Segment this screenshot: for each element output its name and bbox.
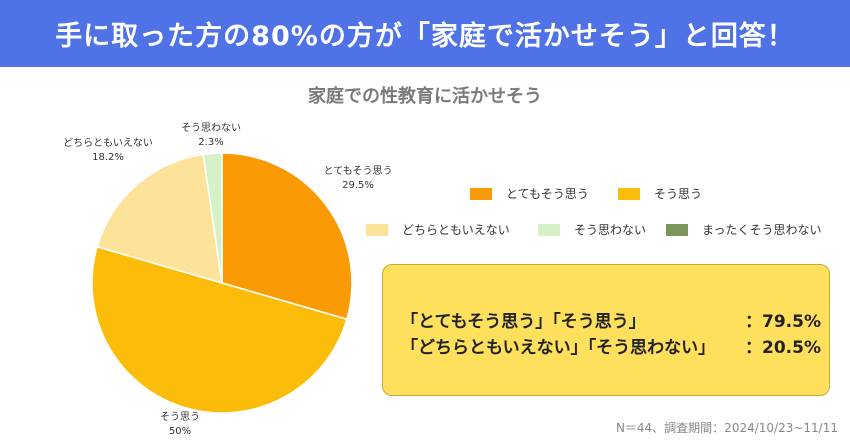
header-banner: 手に取った方の80%の方が「家庭で活かせそう」と回答！ — [0, 0, 850, 67]
legend-item-agree: そう思う — [618, 185, 702, 202]
summary-value: ：20.5% — [745, 338, 821, 358]
banner-title: 手に取った方の80%の方が「家庭で活かせそう」と回答！ — [55, 21, 795, 52]
slice-label: どちらともいえない — [63, 137, 153, 149]
pie-slice — [91, 245, 348, 414]
summary-label: 「とてもそう思う」「そう思う」 — [401, 312, 646, 332]
slice-label: そう思わない — [181, 122, 241, 134]
legend-swatch — [618, 187, 640, 200]
legend-label: とてもそう思う — [506, 187, 589, 201]
summary-label: 「どちらともいえない」「そう思わない」 — [401, 338, 716, 358]
legend-item-neutral: どちらともいえない — [366, 221, 510, 238]
pie-slice — [202, 152, 223, 284]
survey-footnote: N＝44、調査期間：2024/10/23~11/11 — [615, 421, 838, 435]
slice-label: そう思う — [160, 411, 200, 423]
legend-label: そう思わない — [574, 223, 647, 237]
slice-value-label: 50% — [169, 426, 191, 437]
pie-slice — [221, 152, 353, 321]
legend-swatch — [666, 223, 688, 236]
summary-box: 「とてもそう思う」「そう思う」 ：79.5% 「どちらともいえない」「そう思わな… — [382, 264, 830, 396]
legend-swatch — [538, 223, 560, 236]
summary-value: ：79.5% — [745, 312, 821, 332]
chart-title: 家庭での性教育に活かせそう — [308, 86, 542, 107]
pie-slice — [96, 153, 223, 285]
legend-swatch — [366, 223, 388, 236]
slice-value-label: 18.2% — [92, 152, 124, 163]
legend-swatch — [470, 187, 492, 200]
legend-item-strongly-disagree: まったくそう思わない — [666, 221, 822, 238]
legend-label: そう思う — [654, 187, 703, 201]
legend-label: まったくそう思わない — [702, 223, 822, 237]
slice-value-label: 29.5% — [342, 180, 374, 191]
legend-label: どちらともいえない — [402, 223, 510, 237]
legend-item-very-much: とてもそう思う — [470, 185, 589, 202]
legend-item-disagree: そう思わない — [538, 221, 646, 238]
slice-label: とてもそう思う — [324, 165, 393, 177]
slice-value-label: 2.3% — [198, 137, 223, 148]
